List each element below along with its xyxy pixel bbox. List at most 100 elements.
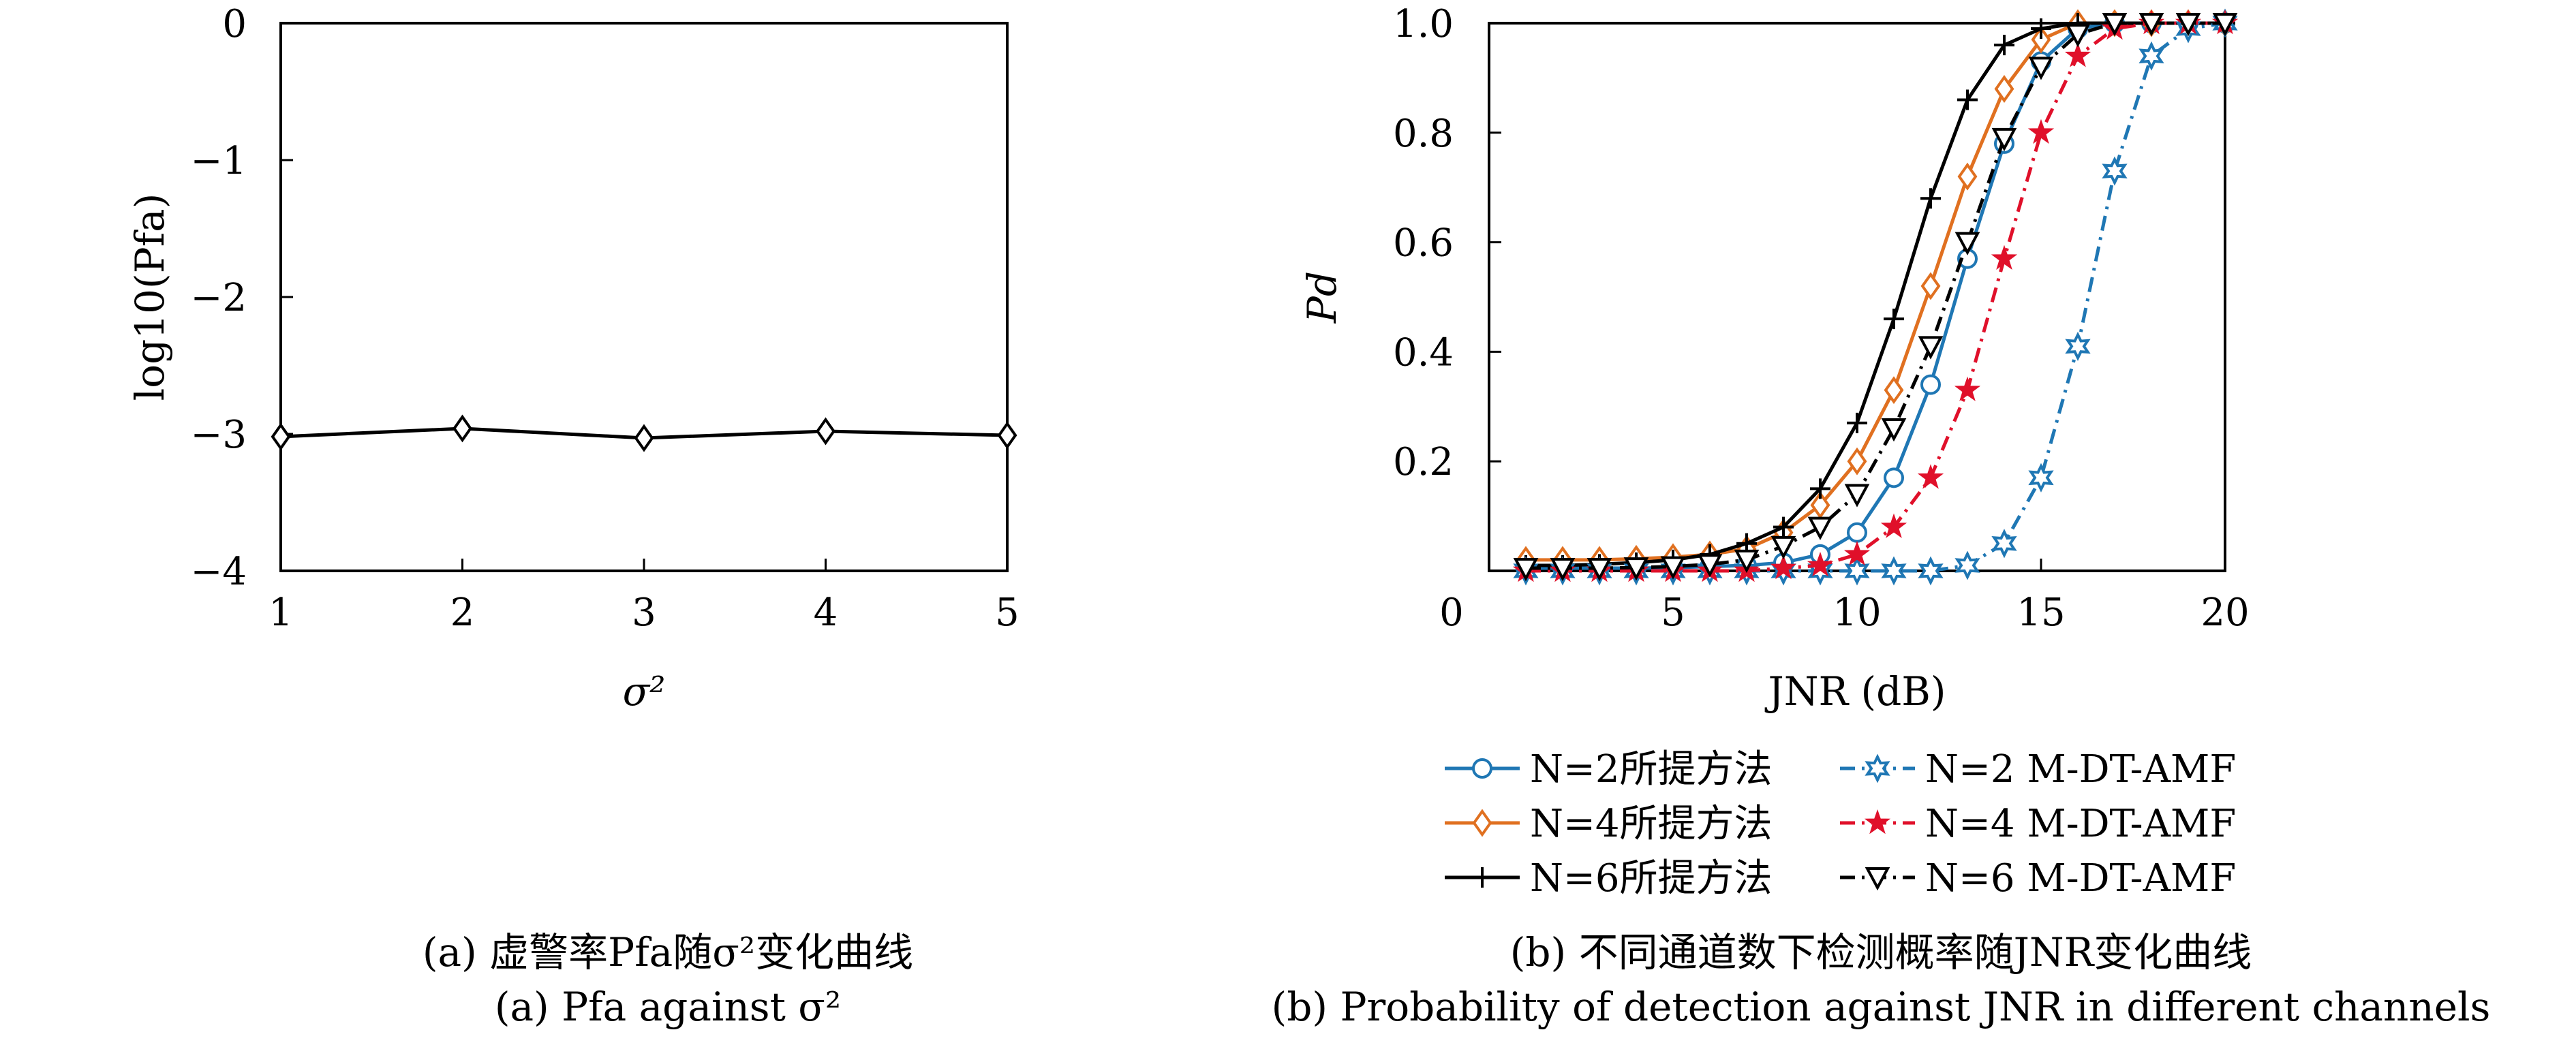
data-point bbox=[1991, 127, 2017, 152]
data-point bbox=[1773, 516, 1794, 537]
data-point bbox=[634, 424, 654, 452]
y-tick-label: 0.2 bbox=[1393, 440, 1454, 484]
chart-a-series bbox=[271, 414, 1017, 452]
series-line bbox=[1526, 21, 2225, 570]
data-point bbox=[453, 414, 472, 443]
chart-a-xlabel: σ² bbox=[623, 668, 666, 715]
data-point bbox=[1920, 374, 1941, 395]
data-point bbox=[1920, 272, 1941, 300]
data-point bbox=[1770, 554, 1797, 580]
legend-label: N=6所提方法 bbox=[1530, 856, 1773, 901]
data-point bbox=[1994, 35, 2014, 56]
data-point bbox=[1880, 513, 1907, 538]
chart-b: 0 5 10 15 20 1.0 0.8 0.6 0.4 0.2 JNR (dB) Pd N=2所… bbox=[1299, 2, 2250, 901]
data-point bbox=[997, 421, 1017, 450]
legend-marker bbox=[1865, 753, 1890, 783]
data-point bbox=[1847, 522, 1867, 543]
legend-label: N=4所提方法 bbox=[1530, 802, 1773, 846]
legend-marker bbox=[1472, 867, 1492, 888]
data-point bbox=[1623, 557, 1649, 581]
series-line bbox=[1526, 21, 2225, 567]
data-point bbox=[1586, 557, 1612, 582]
legend-label: N=2 M-DT-AMF bbox=[1925, 747, 2236, 792]
chart-b-legend: N=2所提方法 N=2 M-DT-AMF N=4所提方法 N=4 M-DT-AMF N=… bbox=[1445, 747, 2236, 901]
data-point bbox=[1881, 556, 1907, 586]
data-point bbox=[1994, 75, 2014, 103]
data-point bbox=[1513, 557, 1539, 582]
data-point bbox=[2065, 24, 2091, 48]
series-line bbox=[1526, 21, 2225, 562]
data-point bbox=[1697, 554, 1723, 578]
data-point bbox=[1660, 556, 1686, 580]
caption-b-en: (b) Probability of detection against JNR… bbox=[1271, 984, 2491, 1030]
data-point bbox=[1734, 549, 1760, 574]
data-point bbox=[1884, 309, 1904, 330]
x-tick-label: 15 bbox=[2017, 591, 2065, 635]
chart-a-ylabel: log10(Pfa) bbox=[127, 193, 173, 401]
x-tick-label: 3 bbox=[632, 591, 656, 635]
legend-label: N=4 M-DT-AMF bbox=[1925, 802, 2236, 846]
chart-a-ticks: 1 2 3 4 5 0 −1 −2 −3 −4 bbox=[190, 2, 1019, 635]
data-point bbox=[2102, 13, 2128, 37]
legend-marker bbox=[1472, 809, 1492, 837]
data-point bbox=[2065, 331, 2091, 361]
x-tick-label: 20 bbox=[2201, 591, 2249, 635]
data-point bbox=[1917, 464, 1944, 489]
caption-a-en: (a) Pfa against σ² bbox=[494, 984, 842, 1030]
data-point bbox=[1770, 535, 1796, 560]
x-tick-label: 0 bbox=[1439, 591, 1464, 635]
data-point bbox=[2175, 13, 2201, 37]
x-tick-label: 1 bbox=[269, 591, 293, 635]
legend-marker bbox=[1865, 867, 1890, 891]
data-point bbox=[1550, 557, 1576, 582]
data-point bbox=[2102, 156, 2128, 186]
data-point bbox=[1847, 412, 1867, 433]
series-line bbox=[1526, 21, 2225, 573]
y-tick-label: 1.0 bbox=[1393, 2, 1454, 46]
data-point bbox=[2138, 13, 2164, 37]
data-point bbox=[2027, 119, 2055, 144]
data-point bbox=[1843, 540, 1871, 566]
x-tick-label: 2 bbox=[450, 591, 475, 635]
y-tick-label: −2 bbox=[190, 276, 247, 320]
chart-b-xlabel: JNR (dB) bbox=[1764, 668, 1946, 715]
chart-a: 1 2 3 4 5 0 −1 −2 −3 −4 σ² log10(Pfa) bbox=[127, 2, 1019, 715]
y-tick-label: 0 bbox=[222, 2, 247, 46]
data-point bbox=[1954, 376, 1981, 401]
data-point bbox=[2031, 25, 2051, 54]
series-line bbox=[1526, 21, 2225, 570]
data-point bbox=[1957, 162, 1978, 191]
data-point bbox=[1844, 556, 1870, 586]
data-point bbox=[1954, 232, 1980, 255]
data-point bbox=[1991, 245, 2018, 270]
data-point bbox=[1810, 478, 1830, 499]
data-point bbox=[816, 417, 835, 446]
data-point bbox=[1954, 550, 1980, 580]
data-point bbox=[1844, 484, 1870, 508]
data-point bbox=[2138, 41, 2164, 71]
x-tick-label: 10 bbox=[1833, 591, 1881, 635]
data-point bbox=[2031, 18, 2051, 40]
data-point bbox=[1807, 516, 1833, 540]
data-point bbox=[1957, 89, 1978, 110]
y-tick-label: 0.4 bbox=[1393, 330, 1454, 375]
y-tick-label: −4 bbox=[190, 550, 247, 594]
y-tick-label: −1 bbox=[190, 139, 247, 183]
chart-b-ticks: 0 5 10 15 20 1.0 0.8 0.6 0.4 0.2 bbox=[1393, 2, 2250, 635]
data-point bbox=[2028, 57, 2054, 80]
y-tick-label: 0.8 bbox=[1393, 112, 1454, 156]
data-point bbox=[1918, 556, 1944, 586]
series-line bbox=[1526, 21, 2226, 573]
data-point bbox=[1810, 491, 1830, 519]
data-point bbox=[2212, 13, 2238, 37]
y-tick-label: 0.6 bbox=[1393, 221, 1454, 266]
data-point bbox=[2028, 463, 2054, 493]
chart-b-ylabel: Pd bbox=[1299, 271, 1345, 324]
caption-a-cn: (a) 虚警率Pfa随σ²变化曲线 bbox=[422, 929, 914, 976]
legend-marker bbox=[1472, 758, 1492, 779]
data-point bbox=[1884, 467, 1904, 488]
chart-b-series bbox=[1512, 8, 2239, 586]
x-tick-label: 4 bbox=[814, 591, 838, 635]
data-point bbox=[1807, 551, 1834, 577]
